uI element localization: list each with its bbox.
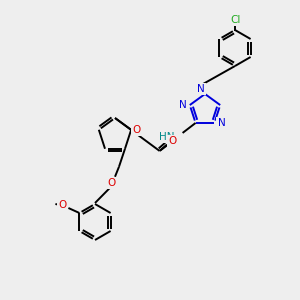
- Text: N: N: [179, 100, 187, 110]
- Text: HN: HN: [159, 132, 175, 142]
- Text: O: O: [169, 136, 177, 146]
- Text: N: N: [218, 118, 225, 128]
- Text: O: O: [132, 125, 140, 135]
- Text: N: N: [197, 84, 205, 94]
- Text: O: O: [108, 178, 116, 188]
- Text: Cl: Cl: [231, 15, 241, 25]
- Text: O: O: [58, 200, 67, 210]
